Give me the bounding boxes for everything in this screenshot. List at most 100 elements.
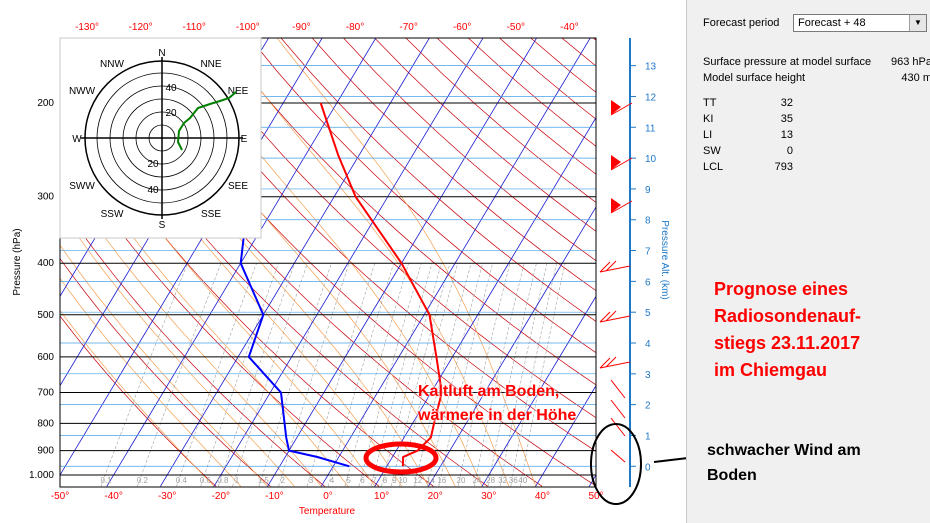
y2-axis-label: Pressure Alt. (km): [659, 220, 670, 299]
altitude-tick-label: 7: [645, 247, 651, 258]
mixing-ratio-label: 20: [457, 476, 466, 485]
isotherm: [213, 38, 484, 487]
dry-adiabat: [249, 38, 596, 354]
mixing-ratio-label: 12: [413, 476, 422, 485]
top-tick-label: -40°: [560, 22, 578, 33]
dry-adiabat: [60, 201, 325, 487]
index-value: 13: [780, 129, 793, 141]
mixing-ratio-label: 0.6: [200, 476, 212, 485]
altitude-tick-label: 13: [645, 62, 657, 73]
mixing-ratio-line: [457, 263, 511, 487]
bottom-tick-label: 30°: [481, 491, 496, 502]
wind-barb-feather: [605, 356, 617, 368]
isotherm: [0, 0, 58, 486]
mixing-ratio-label: 1.5: [258, 476, 270, 485]
mixing-ratio-line: [438, 263, 493, 487]
mixing-ratio-label: 7: [372, 476, 377, 485]
pressure-tick-label: 700: [37, 388, 54, 399]
altitude-tick-label: 1: [645, 431, 651, 442]
forecast-period-select[interactable]: Forecast + 48 ▼: [793, 14, 927, 32]
compass-label: SSW: [101, 209, 124, 220]
annotation-title-line: Radiosondenauf-: [714, 306, 861, 326]
mixing-ratio-line: [137, 263, 222, 487]
index-label: TT: [703, 97, 717, 109]
wind-barb-staff: [599, 315, 631, 323]
mixing-ratio-line: [473, 263, 525, 487]
compass-label: NWW: [69, 86, 96, 97]
mixing-ratio-line: [520, 263, 566, 487]
wind-barb-feather: [599, 261, 611, 273]
pressure-tick-label: 500: [37, 310, 54, 321]
forecast-period-label: Forecast period: [703, 17, 780, 29]
chevron-down-icon[interactable]: ▼: [909, 15, 926, 31]
mixing-ratio-line: [381, 263, 442, 487]
altitude-tick-label: 4: [645, 339, 651, 350]
wind-barb-feather: [605, 260, 617, 272]
wind-barb-staff: [610, 200, 633, 214]
index-label: SW: [703, 145, 721, 157]
mixing-ratio-label: 3: [309, 476, 314, 485]
surface-pressure-label: Surface pressure at model surface: [703, 56, 872, 68]
annotation-title: Prognose eines Radiosondenauf- stiegs 23…: [714, 276, 861, 384]
mixing-ratio-label: 28: [486, 476, 495, 485]
top-tick-label: -120°: [129, 22, 153, 33]
pressure-tick-label: 200: [37, 98, 54, 109]
wind-barb-pennant: [611, 198, 621, 213]
mixing-ratio-label: 9: [392, 476, 397, 485]
index-value: 793: [774, 161, 793, 173]
annotation-cold-air: Kaltluft am Boden, wärmere in der Höhe: [418, 380, 576, 428]
wind-barbs: [599, 100, 633, 463]
ring-label: 40: [147, 185, 159, 196]
mixing-ratio-line: [414, 263, 472, 487]
mixing-ratio-label: 5: [346, 476, 351, 485]
isotherm: [0, 0, 4, 486]
mixing-ratio-label: 6: [360, 476, 365, 485]
annotation-title-line: im Chiemgau: [714, 360, 828, 380]
dry-adiabat: [218, 38, 596, 386]
ring-label: 20: [147, 159, 159, 170]
x-axis-label: Temperature: [299, 506, 356, 517]
pressure-tick-label: 900: [37, 446, 54, 457]
isotherm: [535, 384, 596, 487]
altitude-tick-label: 0: [645, 462, 651, 473]
wind-barb-staff: [610, 102, 633, 116]
compass-label: SSE: [201, 209, 221, 220]
index-value: 0: [786, 145, 793, 157]
mixing-ratio-label: 8: [383, 476, 388, 485]
compass-label: NEE: [228, 86, 249, 97]
mixing-ratio-line: [278, 263, 350, 487]
mixing-ratio-line: [510, 263, 557, 487]
annotation-cold-air-line: Kaltluft am Boden,: [418, 383, 560, 400]
highlight-ellipse-black: [590, 423, 642, 505]
index-row-lcl: LCL 793: [703, 161, 793, 175]
compass-label: SEE: [228, 181, 248, 192]
mixing-ratio-label: 14: [426, 476, 435, 485]
dry-adiabat: [343, 38, 596, 262]
mixing-ratio-line: [200, 263, 279, 487]
wind-barb-staff: [599, 361, 631, 369]
wind-barb-staff: [610, 157, 633, 171]
mixing-ratio-label: 16: [437, 476, 446, 485]
top-tick-label: -130°: [75, 22, 99, 33]
model-height-row: Model surface height 430 m: [703, 72, 930, 86]
mixing-ratio-label: 0.2: [137, 476, 149, 485]
dry-adiabat: [60, 257, 271, 487]
top-tick-label: -90°: [292, 22, 310, 33]
mixing-ratio-line: [499, 263, 548, 487]
altitude-tick-label: 8: [645, 216, 651, 227]
arrow-shaft: [653, 457, 689, 463]
bottom-tick-label: -30°: [158, 491, 176, 502]
mixing-ratio-label: 40: [518, 476, 527, 485]
altitude-tick-label: 5: [645, 308, 651, 319]
settings-panel: Forecast period Forecast + 48 ▼ Surface …: [686, 0, 930, 523]
bottom-tick-label: 0°: [323, 491, 333, 502]
pressure-tick-label: 1.000: [29, 470, 54, 481]
pressure-tick-label: 400: [37, 258, 54, 269]
isotherm: [160, 38, 430, 487]
index-label: LCL: [703, 161, 724, 173]
top-tick-label: -100°: [236, 22, 260, 33]
surface-pressure-row: Surface pressure at model surface 963 hP…: [703, 56, 930, 70]
surface-pressure-value: 963 hPa: [891, 56, 930, 68]
pressure-tick-label: 600: [37, 352, 54, 363]
mixing-ratio-line: [232, 263, 308, 487]
